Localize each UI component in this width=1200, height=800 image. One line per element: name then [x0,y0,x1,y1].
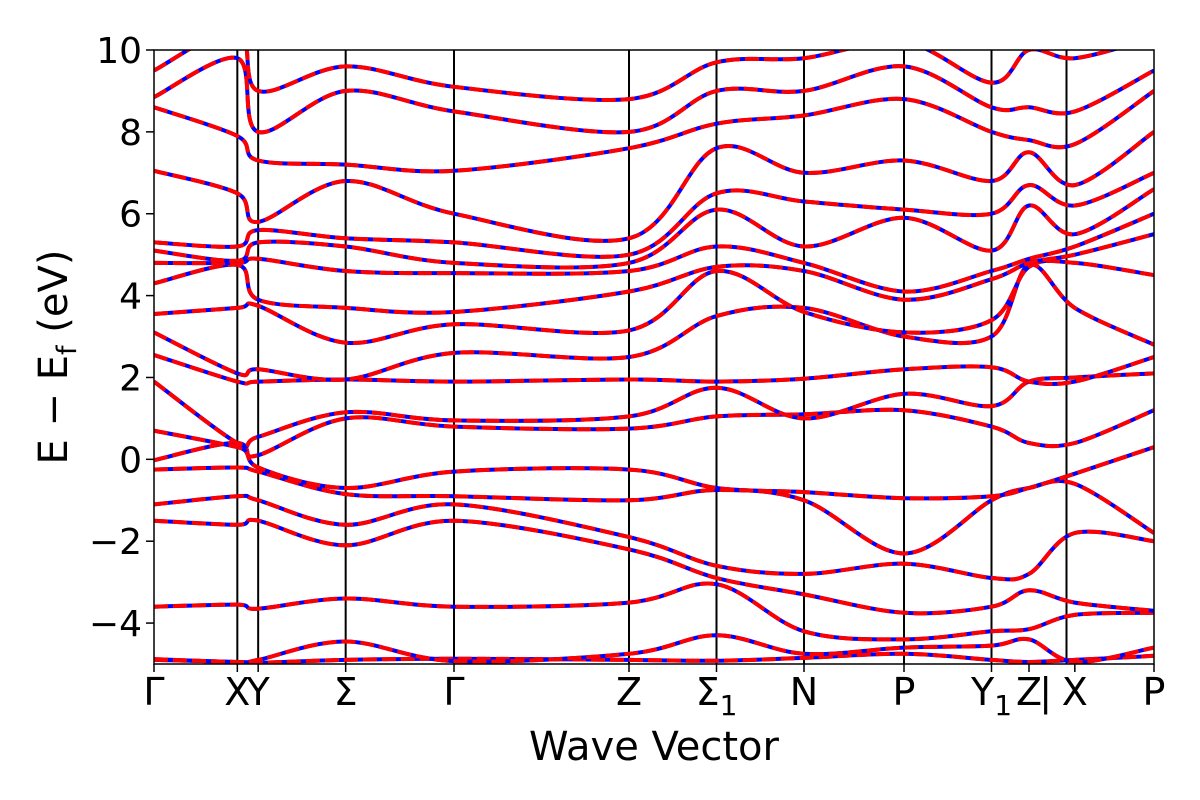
y-tick-label: 10 [96,31,142,72]
x-tick-label: Y [246,670,271,714]
x-tick-label: X [1062,670,1088,714]
y-axis: 10 8 6 4 2 0 −2 −4 [89,31,154,645]
x-tick-label: Z [616,670,642,714]
band-2-red [154,633,1154,664]
x-axis: Γ XY Σ Γ Z Σ1 N P Y1 Z| X P [143,664,1165,722]
y-tick-label: −2 [89,522,142,563]
band-17-red [154,130,1154,243]
x-tick-label: P [1143,670,1166,714]
band-14-red [154,211,1154,294]
y-axis-label: E − Ef (eV) [31,250,83,465]
x-tick-label: Γ [443,670,464,714]
band-13-red [154,232,1154,315]
band-1-red [154,651,1154,664]
band-5-red [154,493,1154,582]
band-18-red [154,89,1154,174]
y-tick-label: −4 [89,604,142,645]
x-tick-label: Γ [143,670,164,714]
x-axis-label: Wave Vector [529,724,780,770]
band-12-red [154,258,1154,345]
y-tick-label: 2 [119,358,142,399]
band-8-red [154,407,1154,459]
y-tick-label: 6 [119,195,142,236]
band-4-red [154,517,1154,616]
x-tick-label: P [893,670,916,714]
band-18-blue [154,89,1154,174]
band-3-red [154,581,1154,642]
x-tick-label: Y1 [970,670,1012,722]
band-15-blue [154,187,1154,270]
plot-frame [153,49,1155,665]
band-9-blue [154,371,1154,449]
x-tick-label: X [224,670,250,714]
band-lines [154,50,1154,664]
band-19-red [154,55,1154,135]
band-10-red [154,353,1154,387]
band-6-red [154,465,1154,556]
y-tick-label: 0 [119,440,142,481]
y-tick-label: 4 [119,277,142,318]
band-20-red [154,50,1120,102]
band-7-red [154,440,1154,501]
x-tick-label: Z [1016,670,1042,714]
x-tick-label: Σ1 [696,670,738,722]
x-tick-label: | [1039,670,1052,715]
band-9-red [154,371,1154,449]
x-tick-label: N [790,670,818,714]
band-16-red [154,170,1154,259]
y-axis-label-main: E − E [31,355,77,465]
y-axis-label-subscript: f [52,344,83,355]
band-15-red [154,187,1154,270]
y-axis-label-unit: (eV) [31,250,77,346]
y-tick-label: 8 [119,113,142,154]
x-tick-label: Σ [334,670,358,714]
band-20-blue [154,50,1120,102]
